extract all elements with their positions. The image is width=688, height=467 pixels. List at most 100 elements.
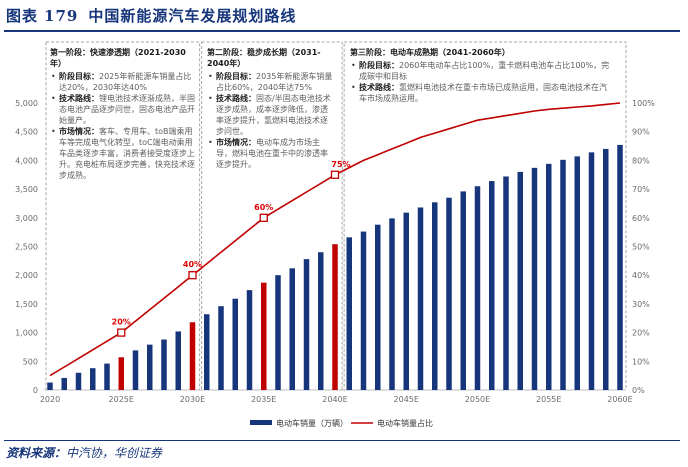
share-marker [330,170,340,179]
x-tick-label: 2030E [180,395,205,404]
sales-bar [588,152,595,390]
sales-bar [132,350,139,390]
x-tick-label: 2025E [109,395,134,404]
x-tick-label: 2045E [394,395,419,404]
share-data-label: 60% [254,203,273,212]
sales-bar [603,148,609,390]
stage-2-title: 第二阶段：稳步成长期（2031-2040年） [207,48,321,68]
stage-2-box: 第二阶段：稳步成长期（2031-2040年） 阶段目标：2035年新能源车销量占… [207,47,335,170]
stage-3-title: 第三阶段：电动车成熟期（2041-2060年） [350,48,510,57]
x-tick-label: 2035E [251,395,276,404]
legend-bar-label: 电动车销量（万辆） [276,418,348,428]
chart-area: 0 500 1,000 1,500 2,000 2,500 3,000 3,500 4,000 4… [15,41,655,428]
y-right-tick-label: 90% [632,128,650,137]
title-number: 179 [44,7,79,25]
sales-bar [403,212,409,390]
sales-bar [275,275,281,390]
x-tick-label: 2055E [536,395,561,404]
sales-bar [161,339,167,390]
share-marker [188,271,197,280]
sales-bar [204,314,210,390]
sales-bar [574,156,580,390]
y-left-tick-label: 4,000 [15,156,38,165]
sales-bar [175,331,181,390]
stage-1-item: 技术路线：锂电池技术逐渐成熟，半固态电池产品逐步问世，固态电池产品开始量产。 [51,93,196,126]
sales-bar [489,181,495,390]
sales-bar [318,252,324,390]
sales-bar [303,259,310,390]
sales-bar [474,186,481,390]
sales-bar [432,202,438,390]
stage-1-box: 第一阶段：快速渗透期（2021-2030年） 阶段目标：2025年新能源车销量占… [50,47,196,181]
sales-bar [218,306,224,390]
sales-bar [232,298,238,390]
stage-2-item: 技术路线：固态/半固态电池技术逐步成熟，成本逐步降低，渗透率逐步提升，氢燃料电池… [208,93,335,137]
y-right-tick-label: 10% [632,357,650,366]
stage-1-title: 第一阶段：快速渗透期（2021-2030年） [50,48,186,68]
sales-bar [517,171,523,390]
sales-bar [289,268,295,390]
highlight-bar [118,357,124,390]
sales-bar [546,163,552,390]
sales-bar [47,382,53,390]
y-right-tick-label: 20% [632,329,650,338]
stage-3-item: 技术路线：氢燃料电池技术在重卡市场已成熟运用，固态电池技术在汽车市场成熟运用。 [351,82,612,104]
sales-bar [360,231,367,390]
share-marker [117,328,126,337]
sales-bar [147,344,153,390]
sales-bar [61,377,67,390]
y-left-tick-label: 3,000 [15,214,38,223]
title-text: 中国新能源汽车发展规划路线 [88,7,297,25]
highlight-bar [261,282,267,390]
stage-2-item: 市场情况：电动车成为市场主导，燃料电池在重卡中的渗透率逐步提升。 [208,137,335,170]
y-right-tick-label: 60% [632,214,650,223]
sales-bar [617,144,623,390]
y-left-tick-label: 5,000 [15,99,38,108]
sales-bar [90,368,96,390]
share-marker [259,213,268,222]
stage-2-frame [201,41,343,391]
chart-title: 图表 179 中国新能源汽车发展规划路线 [6,4,296,28]
y-right-tick-label: 80% [632,156,650,165]
y-right-tick-label: 50% [632,243,650,252]
sales-bar [104,363,110,390]
sales-bar [531,167,538,390]
source-note: 资料来源：中汽协，华创证券 [6,444,162,461]
sales-bar [246,290,253,390]
sales-bar [560,159,566,390]
share-data-label: 75% [331,160,350,169]
share-data-label: 20% [112,318,131,327]
sales-bar [346,237,352,390]
y-left-tick-label: 2,500 [15,243,38,252]
y-left-tick-label: 2,000 [15,271,38,280]
highlight-bar [189,322,196,390]
legend-bar-swatch [250,420,272,425]
top-rule [4,30,680,32]
bottom-rule [4,440,680,441]
sales-bar [503,176,509,390]
source-text: 中汽协，华创证券 [66,446,163,460]
y-left-tick-label: 0 [33,386,38,395]
legend-line-label: 电动车销量占比 [377,418,433,428]
y-left-tick-label: 1,000 [15,329,38,338]
y-right-tick-label: 100% [632,99,655,108]
sales-bar [460,191,466,390]
x-tick-label: 2020 [40,395,60,404]
y-right-tick-label: 0% [632,386,645,395]
stage-3-item: 阶段目标：2060年电动车占比100%，重卡燃料电池车占比100%，完成碳中和目… [351,60,612,82]
stage-1-item: 市场情况：客车、专用车、toB端乘用车等完成电气化转型，toC端电动乘用车品类逐… [51,126,196,181]
y-left-tick-label: 4,500 [15,128,38,137]
stage-1-item: 阶段目标：2025年新能源车销量占比达20%，2030年达40% [51,71,196,93]
y-right-tick-label: 40% [632,271,650,280]
share-data-label: 40% [183,260,202,269]
y-right-tick-label: 30% [632,300,650,309]
y-left-tick-label: 3,500 [15,185,38,194]
sales-bar [375,224,381,390]
sales-bar [417,207,424,390]
y-left-tick-label: 500 [23,357,38,366]
x-tick-label: 2060E [607,395,632,404]
y-left-tick-label: 1,500 [15,300,38,309]
sales-bar [75,372,82,390]
stage-3-box: 第三阶段：电动车成熟期（2041-2060年） 阶段目标：2060年电动车占比1… [350,47,612,104]
sales-bar [389,218,395,390]
